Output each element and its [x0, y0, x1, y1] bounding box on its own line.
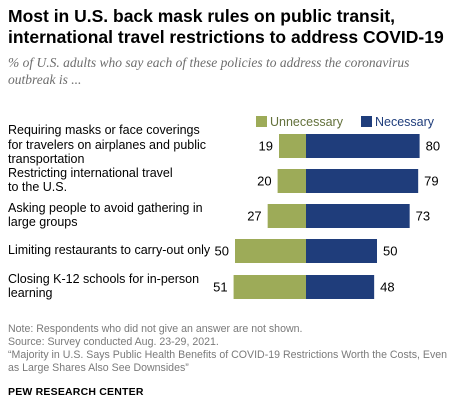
bar-unnecessary-row-1: [279, 134, 306, 158]
source-text: Source: Survey conducted Aug. 23-29, 202…: [8, 336, 219, 348]
value-label-unnecessary-row-4: 50: [215, 244, 229, 259]
bar-necessary-row-5: [306, 275, 375, 299]
category-label-line: transportation: [8, 152, 85, 167]
category-label-line: to the U.S.: [8, 180, 68, 194]
title-line-2: international travel restrictions to add…: [8, 27, 444, 47]
chart-notes: Note: Respondents who did not give an an…: [8, 323, 456, 375]
category-label-line: large groups: [8, 215, 78, 229]
bar-unnecessary-row-3: [267, 204, 306, 228]
value-label-unnecessary-row-5: 51: [213, 280, 227, 295]
legend-label-necessary: Necessary: [375, 115, 435, 129]
report-title-line-1: “Majority in U.S. Says Public Health Ben…: [8, 349, 448, 361]
bar-unnecessary-row-2: [277, 169, 306, 193]
category-label-line: Requiring masks or face coverings: [8, 123, 200, 138]
bar-necessary-row-1: [306, 134, 420, 158]
bar-necessary-row-3: [306, 204, 410, 228]
legend-item-unnecessary: Unnecessary: [256, 115, 343, 129]
value-label-unnecessary-row-2: 20: [257, 174, 271, 189]
value-label-necessary-row-2: 79: [424, 174, 438, 189]
report-title-line-2: as Large Shares Also See Downsides”: [8, 362, 189, 374]
bar-necessary-row-4: [306, 239, 377, 263]
category-label-row-5: Closing K-12 schools for in-person learni…: [8, 272, 223, 301]
bar-unnecessary-row-5: [233, 275, 306, 299]
value-label-necessary-row-1: 80: [426, 139, 440, 154]
note-text: Note: Respondents who did not give an an…: [8, 323, 303, 335]
category-label-line: Closing K-12 schools for in-person: [8, 271, 200, 286]
bar-necessary-row-2: [306, 169, 419, 193]
chart-subtitle: % of U.S. adults who say each of these p…: [8, 54, 448, 88]
legend-swatch-necessary: [361, 116, 372, 127]
org-name: PEW RESEARCH CENTER: [8, 386, 144, 398]
title-line-1: Most in U.S. back mask rules on public t…: [8, 6, 396, 26]
subtitle-line-2: outbreak is ...: [8, 72, 82, 87]
value-label-necessary-row-3: 73: [416, 209, 430, 224]
category-label-line: for travelers on airplanes and public: [8, 137, 207, 152]
category-label-row-3: Asking people to avoid gathering in large…: [8, 201, 223, 230]
category-label-row-4: Limiting restaurants to carry-out only: [8, 243, 223, 258]
value-label-unnecessary-row-1: 19: [259, 139, 273, 154]
subtitle-line-1: % of U.S. adults who say each of these p…: [8, 55, 410, 70]
legend-swatch-unnecessary: [256, 116, 267, 127]
category-label-line: learning: [8, 286, 53, 300]
legend-label-unnecessary: Unnecessary: [270, 115, 343, 129]
value-label-unnecessary-row-3: 27: [247, 209, 261, 224]
category-label-line: Restricting international travel: [8, 165, 173, 180]
value-label-necessary-row-4: 50: [383, 244, 397, 259]
category-label-row-1: Requiring masks or face coverings for tra…: [8, 123, 223, 167]
bar-unnecessary-row-4: [235, 239, 306, 263]
category-label-line: Limiting restaurants to carry-out only: [8, 242, 211, 257]
category-label-line: Asking people to avoid gathering in: [8, 200, 203, 215]
value-label-necessary-row-5: 48: [380, 280, 394, 295]
chart-title: Most in U.S. back mask rules on public t…: [8, 6, 453, 48]
bar-chart: 19 80 20 79 27 73 50 50 51 48: [213, 134, 440, 299]
category-label-row-2: Restricting international travel to the U…: [8, 166, 223, 195]
legend-item-necessary: Necessary: [361, 115, 434, 129]
